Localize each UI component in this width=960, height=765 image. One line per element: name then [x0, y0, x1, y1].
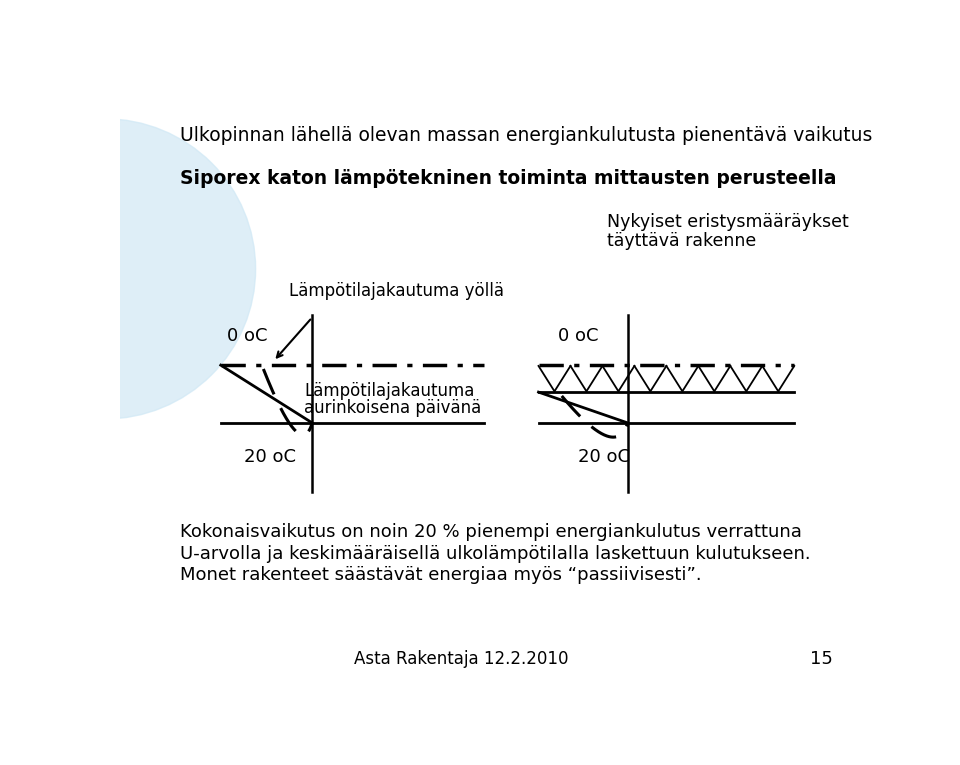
- Text: aurinkoisena päivänä: aurinkoisena päivänä: [304, 399, 482, 417]
- Text: Lämpötilajakautuma yöllä: Lämpötilajakautuma yöllä: [289, 282, 504, 300]
- Text: 15: 15: [810, 650, 833, 668]
- Text: U-arvolla ja keskimääräisellä ulkolämpötilalla laskettuun kulutukseen.: U-arvolla ja keskimääräisellä ulkolämpöt…: [180, 545, 811, 562]
- Text: Monet rakenteet säästävät energiaa myös “passiivisesti”.: Monet rakenteet säästävät energiaa myös …: [180, 566, 702, 584]
- Text: 0 oC: 0 oC: [558, 327, 598, 346]
- Text: Nykyiset eristysmääräykset: Nykyiset eristysmääräykset: [607, 213, 849, 232]
- Text: Siporex katon lämpötekninen toiminta mittausten perusteella: Siporex katon lämpötekninen toiminta mit…: [180, 169, 837, 187]
- Text: 20 oC: 20 oC: [244, 448, 296, 466]
- Text: 20 oC: 20 oC: [578, 448, 630, 466]
- Text: Kokonaisvaikutus on noin 20 % pienempi energiankulutus verrattuna: Kokonaisvaikutus on noin 20 % pienempi e…: [180, 523, 803, 541]
- Text: Ulkopinnan lähellä olevan massan energiankulutusta pienentävä vaikutus: Ulkopinnan lähellä olevan massan energia…: [180, 126, 873, 145]
- Text: Lämpötilajakautuma: Lämpötilajakautuma: [304, 382, 475, 400]
- Circle shape: [0, 119, 255, 419]
- Text: Asta Rakentaja 12.2.2010: Asta Rakentaja 12.2.2010: [353, 650, 568, 668]
- Text: 0 oC: 0 oC: [227, 327, 268, 346]
- Text: täyttävä rakenne: täyttävä rakenne: [607, 232, 756, 250]
